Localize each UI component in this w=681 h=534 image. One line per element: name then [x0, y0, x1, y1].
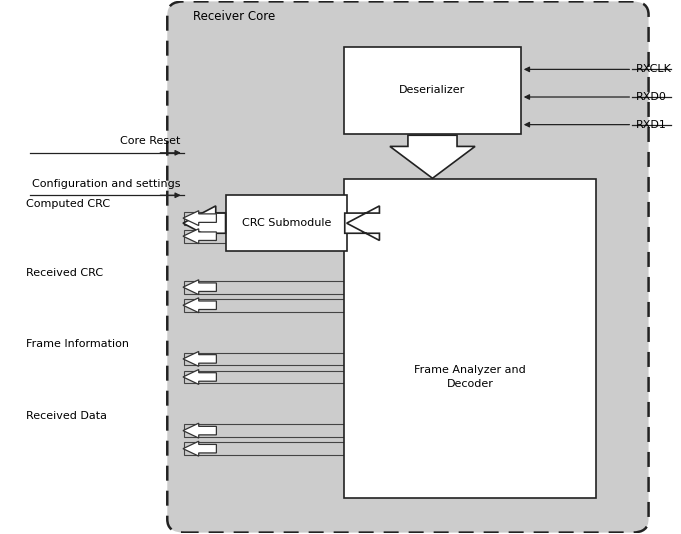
Text: RXD0: RXD0 — [635, 92, 666, 102]
Bar — [184, 212, 344, 224]
Bar — [184, 371, 344, 383]
Polygon shape — [390, 135, 475, 178]
Bar — [184, 281, 344, 294]
Polygon shape — [183, 370, 217, 384]
Polygon shape — [183, 298, 217, 313]
Text: Frame Information: Frame Information — [27, 339, 129, 349]
Text: Frame Analyzer and
Decoder: Frame Analyzer and Decoder — [414, 365, 526, 389]
Polygon shape — [183, 229, 217, 244]
Bar — [184, 230, 344, 242]
Text: Core Reset: Core Reset — [120, 136, 180, 146]
Bar — [184, 299, 344, 312]
FancyBboxPatch shape — [168, 2, 648, 532]
Text: Receiver Core: Receiver Core — [193, 10, 276, 22]
Polygon shape — [183, 211, 217, 225]
Bar — [184, 442, 344, 455]
Bar — [344, 179, 596, 498]
Text: RXCLK: RXCLK — [635, 65, 671, 74]
Text: Computed CRC: Computed CRC — [27, 199, 110, 209]
Bar — [184, 424, 344, 437]
Text: CRC Submodule: CRC Submodule — [242, 218, 332, 228]
Text: Configuration and settings: Configuration and settings — [32, 179, 180, 189]
Text: Deserializer: Deserializer — [399, 85, 466, 96]
Polygon shape — [183, 351, 217, 366]
Polygon shape — [183, 206, 225, 240]
Text: Received Data: Received Data — [27, 411, 108, 421]
Polygon shape — [345, 206, 379, 240]
Polygon shape — [183, 280, 217, 295]
Bar — [226, 195, 347, 251]
Bar — [184, 352, 344, 365]
Text: Received CRC: Received CRC — [27, 268, 104, 278]
Bar — [344, 46, 521, 134]
Polygon shape — [183, 441, 217, 456]
Text: RXD1: RXD1 — [635, 120, 666, 130]
Polygon shape — [183, 423, 217, 438]
